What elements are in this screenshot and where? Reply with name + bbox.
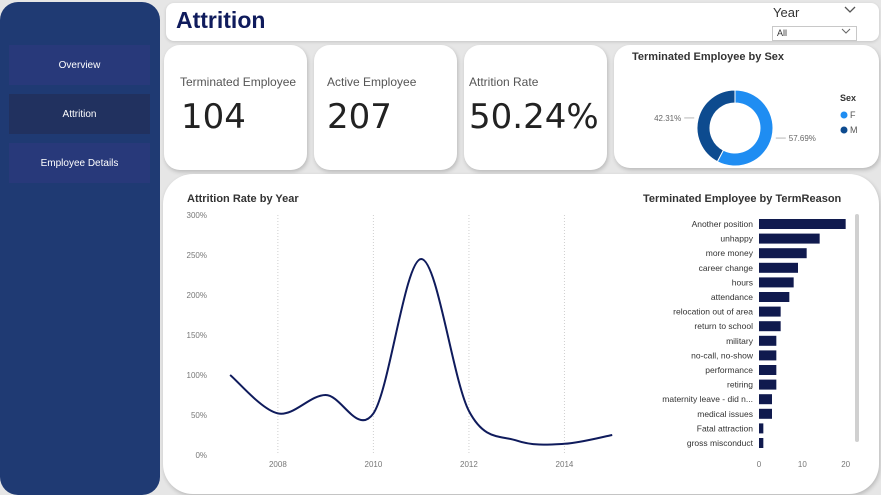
chevron-down-icon [841, 26, 851, 40]
bar-category-label: medical issues [697, 409, 753, 419]
x-tick-label: 2014 [556, 460, 574, 469]
x-tick-label: 0 [757, 460, 762, 469]
year-slicer-dropdown[interactable]: All [772, 26, 857, 41]
attrition-rate-line[interactable] [229, 257, 613, 446]
donut-legend-title: Sex [840, 93, 856, 103]
donut-title: Terminated Employee by Sex [632, 51, 785, 63]
bar-category-label: relocation out of area [673, 307, 753, 317]
header-bar: Attrition Year All [166, 3, 879, 41]
bar-category-label: hours [732, 277, 753, 287]
kpi-label: Active Employee [327, 75, 417, 89]
term-reason-bar[interactable] [759, 292, 790, 302]
donut-card: Terminated Employee by Sex Sex F M 57.69… [614, 45, 879, 168]
legend-m-swatch [840, 126, 848, 134]
bar-category-label: career change [699, 263, 754, 273]
bar-category-label: attendance [711, 292, 753, 302]
x-tick-label: 20 [841, 460, 850, 469]
term-reason-bar[interactable] [759, 335, 777, 346]
kpi-label: Terminated Employee [180, 75, 297, 89]
term-reason-bar[interactable] [759, 277, 794, 288]
term-reason-bar[interactable] [759, 233, 820, 244]
nav-attrition-button[interactable]: Attrition [9, 94, 150, 134]
bar-category-label: Another position [692, 219, 754, 229]
kpi-value: 207 [327, 97, 392, 137]
term-reason-bar[interactable] [759, 423, 764, 434]
kpi-value: 104 [181, 97, 246, 137]
sidebar: Overview Attrition Employee Details [0, 2, 160, 495]
donut-chart: Sex F M 57.69% 42.31% [654, 89, 858, 167]
attrition-rate-line-chart: 2008 2010 2012 2014 0% 50% 100% 150% 200% 250% 300… [187, 211, 613, 469]
x-tick-label: 2008 [269, 460, 287, 469]
y-tick-label: 100% [187, 371, 207, 380]
donut-slice-f[interactable] [716, 89, 774, 167]
bar-category-label: more money [706, 248, 754, 258]
bar-category-label: maternity leave - did n... [662, 394, 753, 404]
line-chart-title: Attrition Rate by Year [187, 193, 299, 205]
slicer-collapse-chevron-icon[interactable] [843, 3, 857, 20]
x-tick-label: 2012 [460, 460, 478, 469]
legend-f-label[interactable]: F [850, 110, 856, 120]
kpi-label: Attrition Rate [469, 75, 539, 89]
nav-overview-button[interactable]: Overview [9, 45, 150, 85]
y-tick-label: 300% [187, 211, 207, 220]
term-reason-bar[interactable] [759, 379, 777, 390]
bar-chart-title: Terminated Employee by TermReason [643, 193, 842, 205]
donut-data-label: 57.69% [789, 134, 816, 143]
bar-category-label: gross misconduct [687, 438, 754, 448]
donut-slice-m[interactable] [696, 89, 736, 163]
term-reason-bar[interactable] [759, 408, 772, 419]
term-reason-bar[interactable] [759, 394, 772, 405]
kpi-value: 50.24% [469, 97, 599, 137]
x-tick-label: 2010 [365, 460, 383, 469]
legend-m-label[interactable]: M [850, 125, 858, 135]
y-tick-label: 0% [195, 451, 207, 460]
kpi-card-attrition-rate: Attrition Rate 50.24% [464, 45, 607, 170]
page-title: Attrition [176, 7, 266, 33]
year-slicer-value: All [777, 28, 788, 38]
legend-f-swatch [840, 111, 848, 119]
donut-data-label: 42.31% [654, 114, 681, 123]
bar-category-label: unhappy [720, 234, 753, 244]
bar-category-label: no-call, no-show [691, 350, 754, 360]
bar-category-label: military [726, 336, 754, 346]
bottom-visuals-card: Attrition Rate by Year Terminated Employ… [163, 174, 879, 494]
term-reason-bar[interactable] [759, 219, 846, 229]
bar-category-label: return to school [694, 321, 753, 331]
term-reason-bar[interactable] [759, 350, 777, 361]
bar-chart-scrollbar[interactable] [855, 214, 859, 442]
year-slicer-title: Year [773, 5, 800, 20]
term-reason-bar[interactable] [759, 248, 807, 259]
nav-employee-details-button[interactable]: Employee Details [9, 143, 150, 183]
y-tick-label: 150% [187, 331, 207, 340]
term-reason-bar[interactable] [759, 306, 781, 317]
termreason-bar-chart: Another position unhappy more money career … [662, 214, 859, 469]
bar-category-label: Fatal attraction [697, 423, 753, 433]
y-tick-label: 50% [191, 411, 207, 420]
term-reason-bar[interactable] [759, 262, 798, 273]
kpi-card-active: Active Employee 207 [314, 45, 457, 170]
term-reason-bar[interactable] [759, 438, 764, 448]
y-tick-label: 250% [187, 251, 207, 260]
bar-category-label: performance [705, 365, 753, 375]
y-tick-label: 200% [187, 291, 207, 300]
term-reason-bar[interactable] [759, 365, 777, 375]
term-reason-bar[interactable] [759, 321, 781, 332]
x-tick-label: 10 [798, 460, 807, 469]
bar-category-label: retiring [727, 380, 753, 390]
kpi-card-terminated: Terminated Employee 104 [164, 45, 307, 170]
